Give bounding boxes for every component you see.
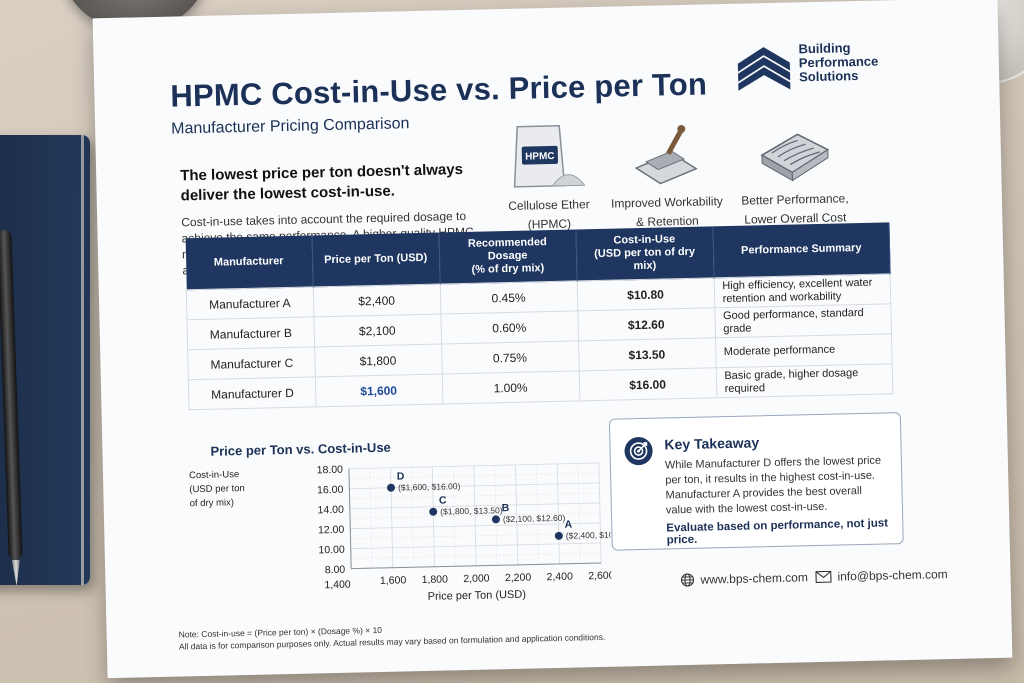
cell-dosage: 0.60% [440, 310, 579, 345]
y-tick-label: 8.00 [325, 564, 346, 576]
col-header-ciu: Cost-in-Use (USD per ton of dry mix) [575, 226, 714, 281]
point-label: B [502, 502, 510, 514]
col-header-price: Price per Ton (USD) [311, 232, 440, 287]
company-logo-icon [737, 47, 791, 91]
y-tick-label: 10.00 [318, 544, 345, 557]
x-tick-label: 2,600 [588, 570, 612, 583]
cell-manufacturer: Manufacturer D [188, 376, 316, 410]
col-header-dosage: Recommended Dosage (% of dry mix) [438, 229, 577, 285]
col-header-manufacturer: Manufacturer [185, 235, 313, 290]
grid-line-v [431, 466, 435, 567]
y-tick-label: 16.00 [317, 484, 344, 497]
brand-name: Building Performance Solutions [798, 40, 879, 85]
takeaway-heading: Key Takeaway [664, 434, 760, 453]
globe-icon [680, 573, 695, 587]
point-label: A [564, 519, 572, 531]
feature-hpmc: HPMC Cellulose Ether (HPMC) [487, 119, 610, 234]
takeaway-footer: Evaluate based on performance, not just … [666, 517, 889, 547]
grid-line-v [473, 465, 477, 566]
trowel-icon [634, 125, 698, 185]
y-tick-label: 18.00 [317, 464, 344, 477]
page-title: HPMC Cost-in-Use vs. Price per Ton [170, 66, 708, 114]
hpmc-bag-icon: HPMC [513, 125, 586, 188]
y-tick-label: 14.00 [317, 504, 344, 517]
x-tick-label: 1,800 [422, 573, 449, 586]
grid-line-v [577, 463, 581, 564]
svg-text:HPMC: HPMC [525, 151, 555, 163]
x-tick-label: 1,400 [324, 579, 351, 592]
cell-summary: Good performance, standard grade [714, 303, 892, 338]
point-annotation: ($2,100, $12.60) [503, 513, 566, 524]
x-axis-label: Price per Ton (USD) [428, 589, 526, 603]
data-point-c [429, 507, 438, 516]
takeaway-body: While Manufacturer D offers the lowest p… [664, 454, 882, 517]
cell-price-lowest: $1,600 [314, 374, 443, 407]
page-subtitle: Manufacturer Pricing Comparison [170, 115, 410, 138]
email-contact[interactable]: info@bps-chem.com [815, 567, 948, 584]
footnote: Note: Cost-in-use = (Price per ton) × (D… [178, 624, 606, 652]
cell-ciu: $10.80 [576, 277, 715, 311]
cell-manufacturer: Manufacturer C [187, 346, 315, 380]
x-tick-label: 2,000 [463, 572, 490, 585]
cell-ciu: $16.00 [578, 367, 717, 401]
x-tick-label: 2,400 [546, 571, 573, 584]
y-axis-line [348, 468, 352, 569]
point-label: D [397, 470, 405, 482]
point-annotation: ($2,400, $10.80) [566, 529, 612, 540]
cell-price: $2,400 [312, 284, 441, 317]
point-annotation: ($1,800, $13.50) [440, 505, 503, 516]
grid-line-v [556, 463, 560, 564]
cell-manufacturer: Manufacturer B [186, 316, 315, 350]
y-tick-label: 12.00 [318, 524, 345, 537]
point-label: C [439, 494, 447, 506]
x-axis-line [351, 562, 602, 570]
x-tick-label: 1,600 [380, 574, 407, 587]
textured-panel-icon [760, 133, 830, 182]
col-header-summary: Performance Summary [712, 222, 891, 278]
x-tick-label: 2,200 [505, 572, 532, 585]
envelope-icon [815, 570, 832, 584]
cell-dosage: 0.45% [439, 280, 578, 315]
feature-workability: Improved Workability & Retention [605, 116, 728, 231]
cell-summary: High efficiency, excellent water retenti… [713, 273, 891, 308]
data-point-b [491, 515, 500, 524]
grid-line-v [598, 462, 602, 563]
cell-price: $2,100 [313, 314, 442, 347]
grid-line-v [411, 467, 414, 568]
cell-summary: Basic grade, higher dosage required [715, 363, 893, 398]
cell-price: $1,800 [314, 344, 442, 377]
grid-line-v [452, 466, 456, 567]
grid-line-v [515, 464, 519, 565]
y-axis-label: (USD per ton [189, 483, 245, 495]
target-icon [624, 436, 653, 466]
cell-ciu: $12.60 [577, 307, 716, 341]
cell-manufacturer: Manufacturer A [186, 286, 314, 320]
data-point-a [554, 531, 563, 540]
cell-ciu: $13.50 [578, 337, 716, 371]
website-contact[interactable]: www.bps-chem.com [680, 570, 808, 587]
key-takeaway-box: Key Takeaway While Manufacturer D offers… [608, 412, 904, 551]
grid-line-v [369, 468, 373, 569]
y-axis-label: of dry mix) [190, 497, 235, 509]
grid-line-v [536, 464, 539, 565]
cell-dosage: 1.00% [441, 370, 580, 405]
cell-summary: Moderate performance [715, 333, 893, 368]
cell-dosage: 0.75% [441, 340, 579, 375]
y-axis-label: Cost-in-Use [189, 469, 239, 481]
printed-sheet: HPMC Cost-in-Use vs. Price per Ton Manuf… [92, 0, 1013, 679]
lead-statement: The lowest price per ton doesn't always … [180, 160, 464, 205]
website-link[interactable]: www.bps-chem.com [700, 570, 809, 587]
data-point-d [387, 483, 396, 492]
feature-performance: Better Performance, Lower Overall Cost [733, 113, 856, 228]
comparison-table: Manufacturer Price per Ton (USD) Recomme… [185, 222, 894, 410]
scatter-chart: 8.00 10.00 12.00 14.00 16.00 18.00 1,400 1,600 1… [189, 462, 612, 603]
email-link[interactable]: info@bps-chem.com [837, 567, 948, 584]
point-annotation: ($1,600, $16.00) [398, 481, 461, 492]
